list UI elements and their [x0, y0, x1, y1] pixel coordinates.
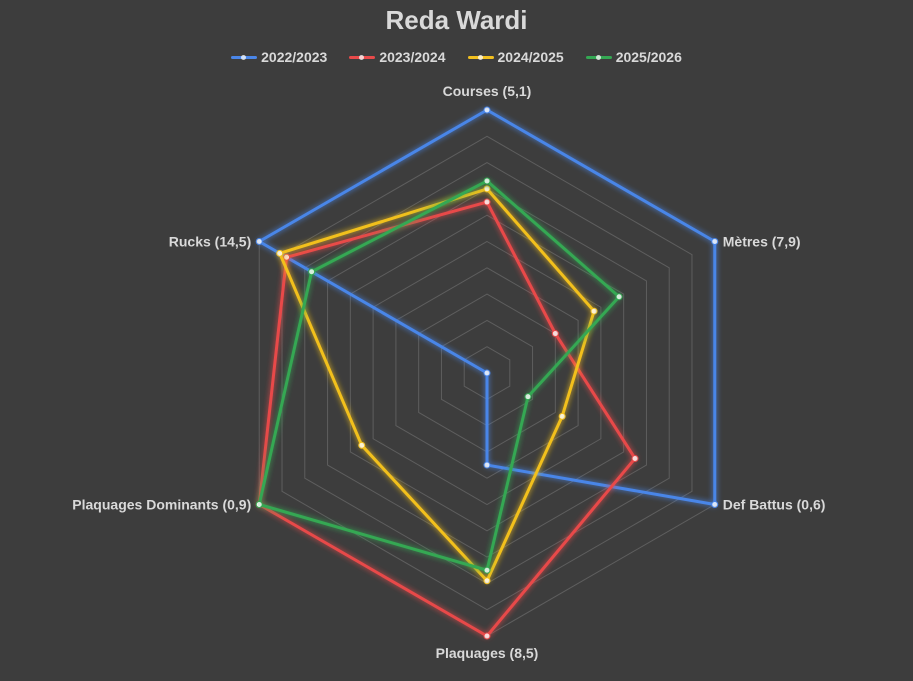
axis-label: Plaquages (8,5): [436, 645, 539, 661]
data-point: [524, 393, 532, 401]
series-layer: [255, 106, 719, 640]
legend-item[interactable]: 2024/2025: [467, 49, 564, 65]
data-point: [483, 369, 491, 377]
legend-marker: [595, 54, 601, 60]
data-point: [615, 293, 623, 301]
data-point: [483, 198, 491, 206]
chart-title: Reda Wardi: [385, 5, 528, 35]
legend-item[interactable]: 2023/2024: [349, 49, 446, 65]
axis-label: Def Battus (0,6): [723, 497, 826, 513]
data-point: [483, 185, 491, 193]
legend: 2022/2023 2023/2024 2024/2025 2025/2026: [0, 49, 913, 65]
data-point: [483, 106, 491, 114]
axis-label: Mètres (7,9): [723, 234, 801, 250]
data-point: [711, 238, 719, 245]
series-2024-2025: [276, 185, 598, 585]
data-point: [483, 632, 491, 640]
data-point: [558, 412, 566, 420]
legend-label: 2023/2024: [379, 49, 446, 65]
data-point: [358, 441, 366, 449]
data-point: [308, 268, 316, 276]
legend-swatch: [467, 54, 494, 60]
data-point: [483, 577, 491, 585]
legend-marker: [477, 54, 483, 60]
series-line: [257, 200, 637, 638]
data-point: [255, 238, 263, 245]
axis-label: Courses (5,1): [443, 83, 532, 99]
data-point: [276, 249, 284, 257]
axis-label: Rucks (14,5): [169, 234, 251, 250]
data-point: [283, 253, 291, 261]
data-point: [483, 461, 491, 469]
data-point: [711, 501, 719, 508]
legend-marker: [359, 54, 365, 60]
legend-label: 2024/2025: [497, 49, 564, 65]
data-point: [255, 501, 263, 508]
series-2025-2026: [255, 177, 623, 574]
legend-item[interactable]: 2025/2026: [585, 49, 682, 65]
legend-swatch: [585, 54, 612, 60]
data-point: [551, 330, 559, 338]
legend-item[interactable]: 2022/2023: [231, 49, 327, 65]
data-point: [590, 307, 598, 315]
data-point: [631, 454, 639, 462]
axis-labels: Courses (5,1) Mètres (7,9) Def Battus (0,6…: [72, 83, 825, 661]
legend-swatch: [231, 54, 258, 60]
legend-marker: [241, 54, 247, 60]
series-2022-2023: [255, 106, 719, 508]
axis-label: Plaquages Dominants (0,9): [72, 497, 251, 513]
legend-swatch: [349, 54, 376, 60]
legend-label: 2022/2023: [261, 49, 328, 65]
data-point: [483, 566, 491, 574]
legend-label: 2025/2026: [615, 49, 682, 65]
data-point: [483, 177, 491, 185]
